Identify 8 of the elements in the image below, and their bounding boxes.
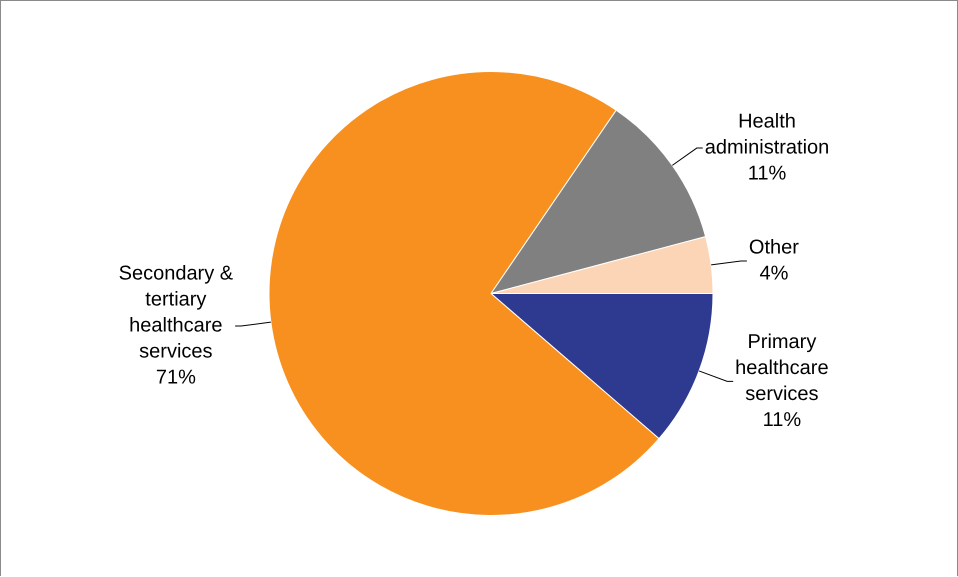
slice-label: Primary healthcare services [735,330,829,405]
data-label: 11% [748,162,787,185]
slice-label: Other [748,236,800,258]
slice-label: Health administration [704,110,830,159]
data-label: 11% [762,408,802,431]
data-label: 4% [759,262,789,284]
data-label: 71% [156,366,196,389]
slice-label: Secondary & tertiary healthcare services [118,262,234,363]
